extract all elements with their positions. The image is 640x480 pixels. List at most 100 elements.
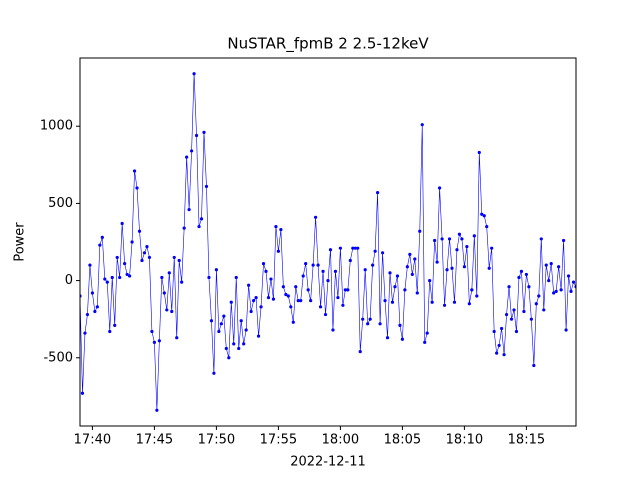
data-point: [137, 229, 142, 233]
data-point: [487, 266, 491, 270]
data-point: [430, 300, 434, 304]
data-point: [249, 309, 253, 314]
data-point: [222, 314, 226, 318]
data-point: [346, 288, 350, 292]
data-point: [254, 295, 258, 300]
data-point: [500, 326, 504, 331]
chart-title: NuSTAR_fpmB 2 2.5-12keV: [227, 35, 429, 54]
data-point: [118, 275, 122, 280]
data-point: [318, 305, 323, 309]
data-point: [358, 349, 362, 354]
data-point: [475, 294, 479, 298]
data-point: [467, 302, 471, 306]
data-point: [274, 224, 278, 229]
data-point: [276, 249, 280, 253]
data-point: [333, 269, 338, 273]
data-point: [383, 299, 387, 303]
data-point: [172, 255, 176, 260]
data-point: [279, 228, 283, 232]
data-point: [495, 351, 499, 355]
data-point: [509, 317, 514, 321]
data-point: [160, 275, 164, 280]
data-point: [95, 305, 99, 309]
data-point: [108, 329, 112, 334]
data-point: [418, 229, 422, 233]
data-point: [304, 262, 308, 266]
data-point: [100, 235, 104, 239]
data-point: [98, 243, 102, 247]
data-point: [232, 342, 236, 346]
data-point: [157, 339, 161, 343]
y-axis-label: Power: [13, 222, 28, 262]
data-point: [266, 295, 271, 300]
data-point: [170, 309, 174, 314]
data-point: [323, 312, 328, 317]
data-point: [294, 285, 298, 289]
y-tick-label: 1000: [40, 119, 73, 134]
data-point: [331, 328, 335, 332]
data-point: [321, 269, 325, 273]
x-tick-label: 18:10: [446, 433, 483, 448]
data-point: [229, 300, 233, 304]
data-point: [175, 336, 179, 340]
data-point: [433, 238, 437, 243]
data-point: [514, 329, 519, 334]
data-point: [492, 329, 496, 334]
data-point: [554, 289, 558, 293]
data-point: [264, 269, 268, 273]
data-point: [180, 280, 184, 284]
data-point: [326, 278, 330, 283]
data-point: [227, 356, 231, 360]
data-point: [529, 317, 533, 321]
data-point: [408, 252, 412, 256]
data-point: [291, 320, 295, 324]
data-point: [356, 246, 360, 250]
data-point: [403, 288, 407, 292]
data-point: [388, 271, 392, 275]
data-point: [539, 237, 543, 241]
y-tick-label: -500: [43, 350, 73, 365]
data-point: [569, 289, 573, 293]
data-point: [504, 312, 509, 317]
data-point: [128, 274, 132, 278]
data-point: [571, 280, 576, 284]
data-point: [167, 271, 171, 275]
data-point: [373, 249, 377, 253]
data-point: [378, 322, 382, 326]
data-point: [314, 215, 318, 219]
data-point: [413, 257, 417, 261]
data-point: [140, 258, 144, 263]
data-point: [552, 291, 556, 295]
data-point: [306, 288, 310, 292]
data-point: [199, 217, 204, 221]
data-point: [532, 363, 536, 368]
x-tick-label: 17:40: [74, 433, 111, 448]
data-point: [145, 245, 149, 249]
data-point: [400, 337, 404, 341]
data-point: [542, 308, 546, 312]
data-point: [455, 248, 459, 252]
data-point: [224, 346, 228, 351]
data-point: [271, 297, 276, 301]
data-point: [562, 238, 566, 243]
data-point: [442, 303, 447, 307]
data-point: [113, 323, 117, 327]
x-tick-label: 18:00: [322, 433, 359, 448]
data-point: [385, 336, 390, 340]
data-point: [316, 263, 320, 267]
data-point: [247, 283, 251, 287]
data-point: [341, 303, 345, 307]
data-point: [517, 275, 521, 280]
data-point: [187, 207, 191, 212]
data-point: [447, 237, 452, 241]
data-point: [351, 246, 355, 250]
data-point: [130, 240, 134, 244]
data-point: [217, 329, 221, 334]
data-point: [110, 275, 114, 280]
data-point: [470, 288, 474, 292]
data-point: [80, 391, 85, 395]
data-point: [284, 292, 288, 297]
data-point: [566, 274, 571, 278]
data-point: [544, 263, 548, 267]
